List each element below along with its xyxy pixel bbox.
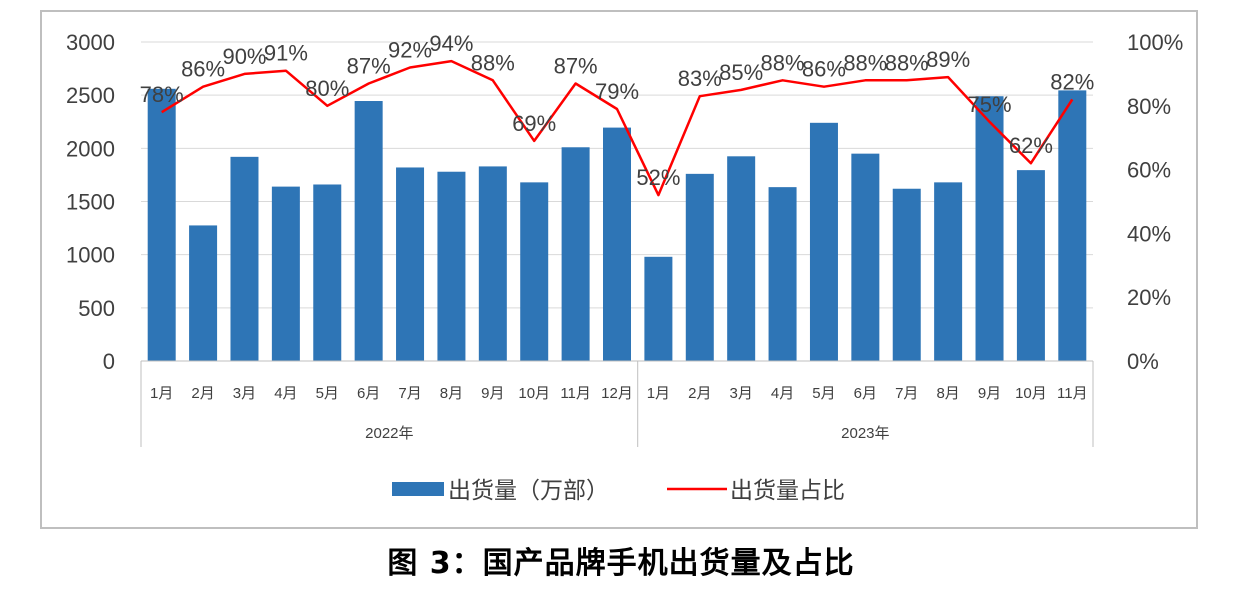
x-tick-label: 3月	[730, 385, 753, 402]
line-data-label: 88%	[761, 50, 805, 75]
share-line	[161, 59, 1074, 197]
legend-bar-swatch	[392, 482, 444, 496]
legend-bar-label: 出货量（万部）	[448, 477, 609, 503]
bar	[975, 96, 1004, 361]
y-right-tick-label: 20%	[1127, 285, 1171, 310]
legend-line-label: 出货量占比	[730, 477, 845, 503]
x-tick-label: 6月	[854, 385, 877, 402]
y-left-tick-label: 1500	[66, 190, 115, 215]
line-data-label: 83%	[678, 66, 722, 91]
line-data-label: 86%	[181, 57, 225, 82]
x-tick-label: 1月	[150, 385, 173, 402]
bar	[313, 184, 342, 361]
line-data-label: 92%	[388, 38, 432, 63]
x-tick-label: 4月	[771, 385, 794, 402]
bar	[809, 122, 838, 362]
x-tick-label: 9月	[481, 385, 504, 402]
line-data-label: 62%	[1009, 133, 1053, 158]
group-label: 2022年	[365, 425, 413, 442]
line-data-label: 52%	[636, 165, 680, 190]
bar	[230, 156, 259, 361]
x-tick-label: 10月	[1015, 385, 1047, 402]
bar	[934, 182, 963, 361]
bar	[685, 173, 714, 361]
line-data-label: 91%	[264, 41, 308, 66]
bar	[644, 256, 673, 361]
x-tick-label: 12月	[601, 385, 633, 402]
bar	[768, 187, 797, 361]
bar	[1016, 170, 1045, 361]
line-data-label: 90%	[222, 44, 266, 69]
x-tick-label: 7月	[398, 385, 421, 402]
y-left-tick-label: 500	[78, 296, 115, 321]
x-tick-label: 7月	[895, 385, 918, 402]
line-data-label: 86%	[802, 57, 846, 82]
line-data-label: 88%	[471, 50, 515, 75]
y-left-tick-label: 1000	[66, 243, 115, 268]
x-tick-label: 4月	[274, 385, 297, 402]
bar	[478, 166, 507, 361]
line-data-label: 89%	[926, 47, 970, 72]
bar	[520, 182, 549, 361]
x-tick-label: 9月	[978, 385, 1001, 402]
x-tick-label: 3月	[233, 385, 256, 402]
x-tick-label: 10月	[518, 385, 550, 402]
line-data-label: 94%	[429, 31, 473, 56]
bar	[437, 171, 466, 361]
line-data-label: 79%	[595, 79, 639, 104]
y-left-tick-label: 3000	[66, 30, 115, 55]
bar	[892, 188, 921, 361]
x-tick-label: 8月	[440, 385, 463, 402]
line-data-label: 88%	[885, 50, 929, 75]
y-right-tick-label: 80%	[1127, 94, 1171, 119]
line-data-label: 87%	[554, 53, 598, 78]
y-left-tick-label: 0	[103, 349, 115, 374]
y-right-tick-label: 40%	[1127, 221, 1171, 246]
figure-caption: 图 3：国产品牌手机出货量及占比	[387, 546, 855, 581]
bar	[727, 156, 756, 361]
group-label: 2023年	[841, 425, 889, 442]
x-tick-label: 11月	[560, 385, 591, 402]
line-data-label: 87%	[347, 53, 391, 78]
x-tick-label: 8月	[936, 385, 959, 402]
x-tick-label: 2月	[688, 385, 711, 402]
line-data-label: 82%	[1050, 69, 1094, 94]
y-right-tick-label: 0%	[1127, 349, 1159, 374]
x-tick-label: 2月	[191, 385, 214, 402]
bar	[561, 147, 590, 361]
y-right-tick-label: 60%	[1127, 158, 1171, 183]
bar	[147, 88, 176, 361]
bar	[603, 127, 631, 362]
bar	[396, 167, 425, 361]
bar	[851, 153, 880, 361]
bar	[189, 225, 218, 361]
bar	[354, 101, 383, 361]
line-data-label: 88%	[843, 50, 887, 75]
chart-frame: 0 500 1000 1500 2000 2500 3000 0% 20% 40% 60% 80% 10…	[40, 10, 1198, 529]
line-data-label: 80%	[305, 76, 349, 101]
x-tick-label: 11月	[1057, 385, 1088, 402]
x-tick-label: 5月	[316, 385, 339, 402]
line-data-label: 78%	[140, 82, 184, 107]
x-tick-label: 1月	[647, 385, 670, 402]
chart-svg: 0 500 1000 1500 2000 2500 3000 0% 20% 40% 60% 80% 10…	[66, 30, 1183, 503]
bar	[271, 186, 300, 361]
y-right-tick-label: 100%	[1127, 30, 1183, 55]
bar	[1058, 90, 1087, 362]
x-tick-label: 5月	[812, 385, 835, 402]
y-left-tick-label: 2000	[66, 136, 115, 161]
y-left-tick-label: 2500	[66, 83, 115, 108]
line-data-label: 75%	[967, 92, 1011, 117]
line-data-label: 85%	[719, 60, 763, 85]
line-data-label: 69%	[512, 111, 556, 136]
x-tick-label: 6月	[357, 385, 380, 402]
